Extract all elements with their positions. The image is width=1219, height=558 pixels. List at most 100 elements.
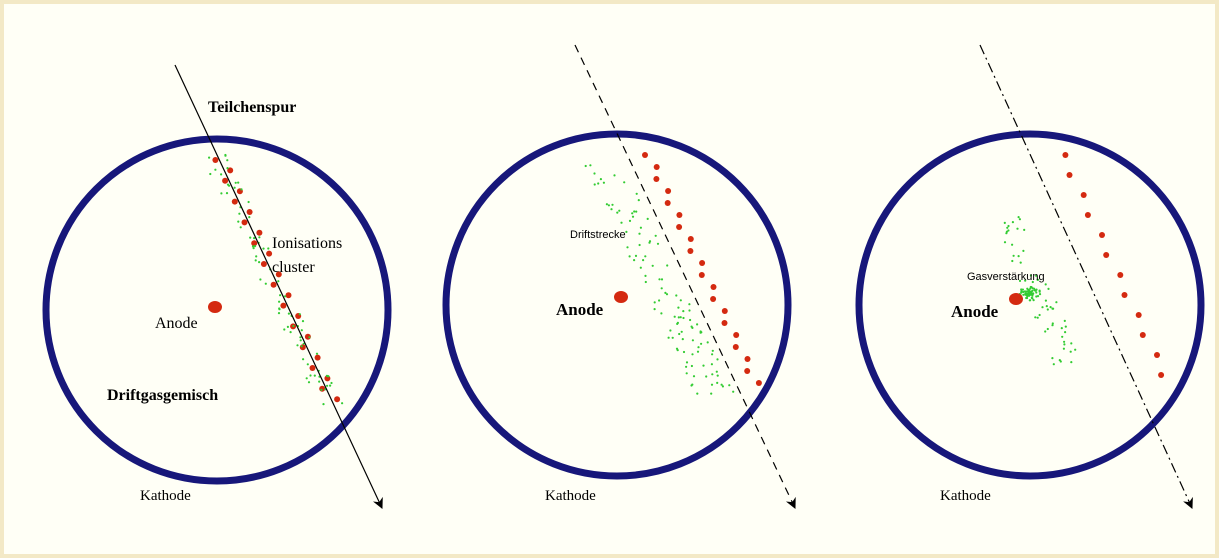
electron-dot [692,339,694,341]
electron-dot [1019,218,1021,220]
electron-dot [330,382,332,384]
electron-dot [1050,306,1052,308]
electron-dot [716,358,718,360]
electron-dot [717,375,719,377]
electron-dot [307,363,309,365]
electron-dot [613,174,615,176]
electron-dot [616,212,618,214]
electron-dot [226,192,228,194]
electron-dot [603,182,605,184]
electron-dot [640,267,642,269]
avalanche-dot [1024,293,1026,295]
electron-dot [644,275,646,277]
electron-dot [1052,308,1054,310]
ion-dot [733,332,739,338]
electron-dot [1039,290,1041,292]
electron-dot [1018,216,1020,218]
ion-dot [676,212,682,218]
electron-dot [675,294,677,296]
ion-dot [280,303,286,309]
electron-dot [676,323,678,325]
electron-dot [248,201,250,203]
electron-dot [316,353,318,355]
cathode-label: Kathode [545,488,596,504]
electron-dot [1047,328,1049,330]
electron-dot [296,344,298,346]
electron-dot [626,246,628,248]
electron-dot [688,309,690,311]
ion-dot [653,176,659,182]
electron-dot [691,326,693,328]
electron-dot [341,402,343,404]
electron-dot [661,278,663,280]
cluster-label: Ionisations [272,235,342,252]
electron-dot [678,316,680,318]
electron-dot [635,255,637,257]
electron-dot [254,245,256,247]
avalanche-dot [1029,299,1031,301]
electron-dot [678,333,680,335]
electron-dot [262,248,264,250]
avalanche-dot [1039,293,1041,295]
electron-dot [638,233,640,235]
anode [614,291,628,303]
electron-dot [611,204,613,206]
electron-dot [680,299,682,301]
ion-dot [756,380,762,386]
avalanche-dot [1022,289,1024,291]
electron-dot [655,235,657,237]
electron-dot [278,308,280,310]
cathode-label: Kathode [140,488,191,504]
ion-dot [232,199,238,205]
electron-dot [1065,326,1067,328]
ion-dot [699,272,705,278]
ion-dot [1158,372,1164,378]
electron-dot [608,204,610,206]
electron-dot [279,294,281,296]
amplification-label: Gasverstärkung [967,271,1045,283]
electron-dot [716,371,718,373]
electron-dot [283,328,285,330]
ion-dot [1085,212,1091,218]
avalanche-dot [1032,293,1034,295]
ion-dot [676,224,682,230]
electron-dot [1053,363,1055,365]
ion-dot [1154,352,1160,358]
electron-dot [629,220,631,222]
electron-dot [322,403,324,405]
ion-dot [261,261,267,267]
electron-dot [668,337,670,339]
electron-dot [248,216,250,218]
electron-dot [240,226,242,228]
anode [1009,293,1023,305]
ion-dot [256,230,262,236]
electron-dot [654,308,656,310]
electron-dot [1045,283,1047,285]
electron-dot [1007,225,1009,227]
electron-dot [1006,227,1008,229]
electron-dot [278,301,280,303]
electron-dot [625,231,627,233]
electron-dot [696,393,698,395]
ion-dot [744,368,750,374]
avalanche-dot [1020,292,1022,294]
electron-dot [623,181,625,183]
ion-dot [212,157,218,163]
ion-dot [722,320,728,326]
electron-dot [267,247,269,249]
electron-dot [277,280,279,282]
ion-dot [665,188,671,194]
electron-dot [669,329,671,331]
electron-dot [1060,360,1062,362]
electron-dot [240,188,242,190]
avalanche-dot [1029,293,1031,295]
electron-dot [1070,342,1072,344]
electron-dot [235,182,237,184]
ion-dot [1140,332,1146,338]
electron-dot [306,377,308,379]
electron-dot [594,183,596,185]
track-label: Teilchenspur [208,99,296,116]
cathode-label: Kathode [940,488,991,504]
ion-dot [315,355,321,361]
electron-dot [259,278,261,280]
